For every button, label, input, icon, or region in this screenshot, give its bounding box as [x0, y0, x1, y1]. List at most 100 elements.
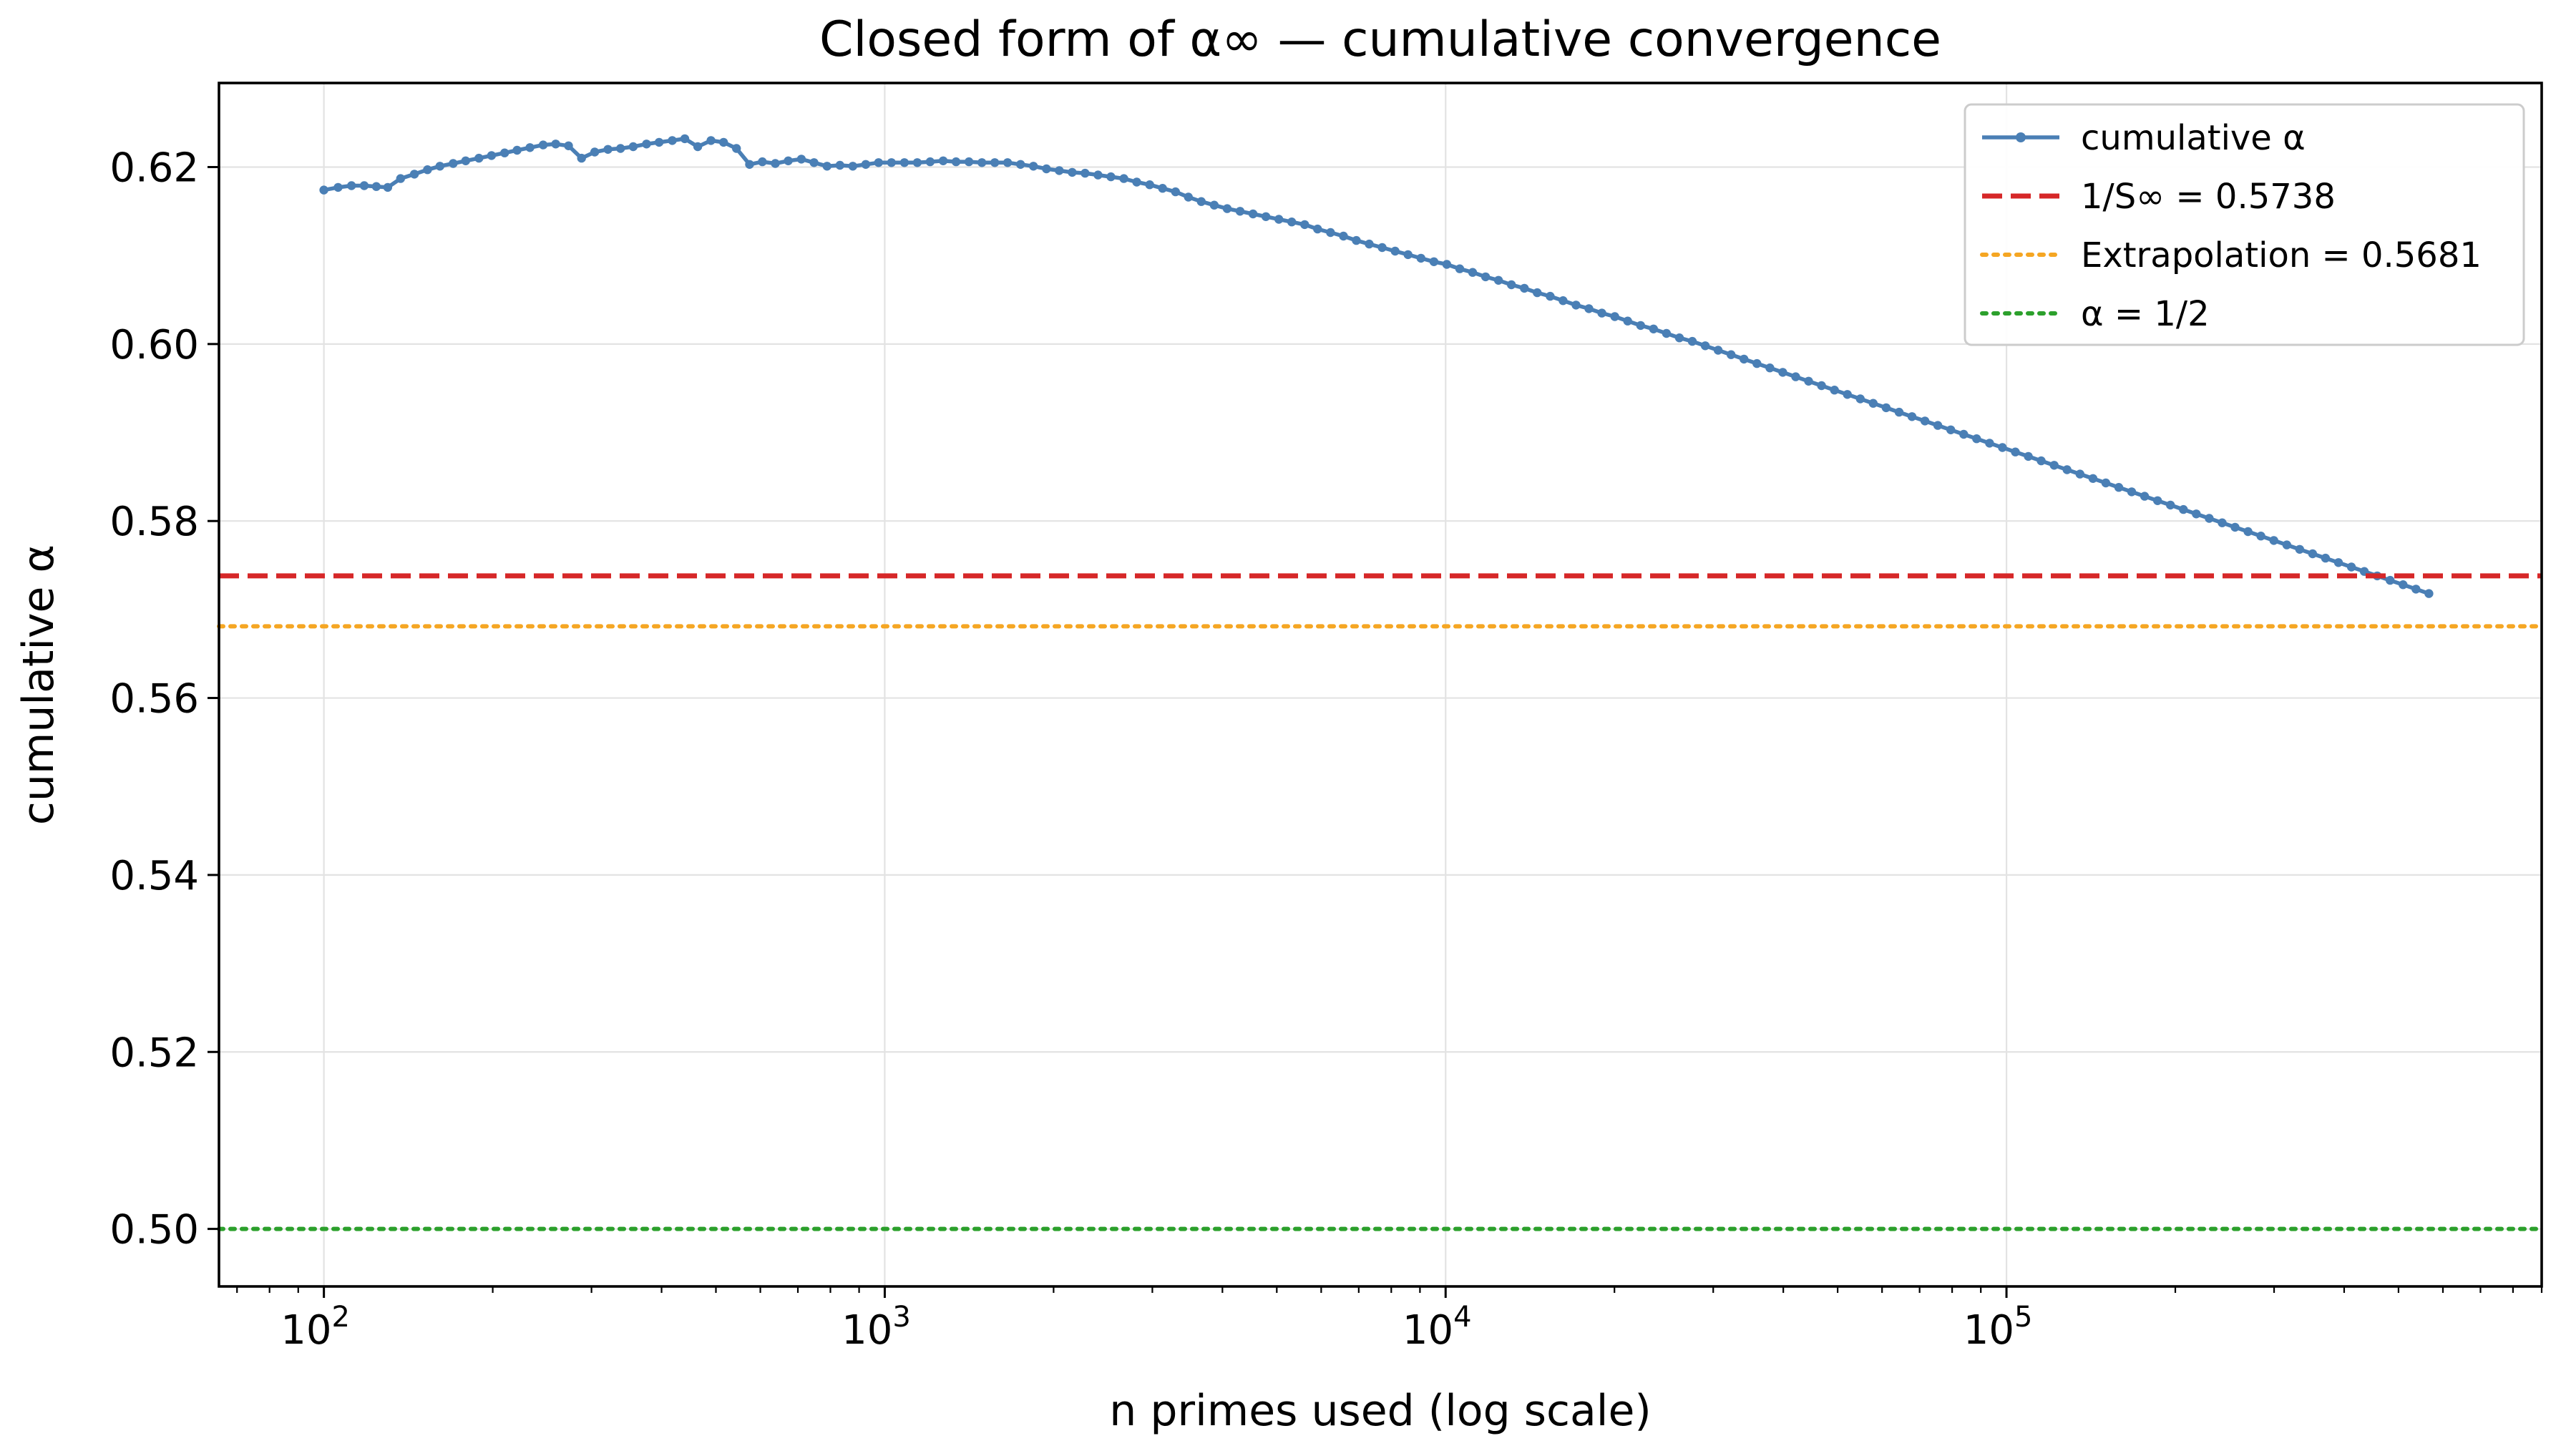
data-point [1287, 218, 1297, 227]
data-point [1623, 316, 1632, 326]
data-point [1920, 416, 1930, 426]
data-point [951, 157, 961, 167]
data-point [577, 153, 586, 163]
data-point [2024, 451, 2033, 461]
data-point [1184, 192, 1194, 202]
y-tick-label: 0.62 [109, 145, 199, 191]
data-point [1520, 283, 1529, 293]
data-point [2230, 522, 2240, 532]
x-tick-base: 10 [281, 1307, 331, 1354]
data-point [2140, 492, 2150, 501]
data-point [1740, 354, 1749, 364]
data-point [1700, 341, 1710, 351]
data-point [1235, 207, 1245, 216]
data-point [1972, 434, 1981, 444]
data-point [551, 140, 560, 149]
data-point [2424, 589, 2434, 598]
data-point [1132, 177, 1141, 187]
data-point [1222, 204, 1232, 213]
data-point [500, 148, 509, 157]
data-point [383, 182, 393, 192]
data-point [1352, 235, 1361, 245]
y-tick-label: 0.52 [109, 1030, 199, 1076]
data-point [2205, 514, 2214, 523]
data-point [2101, 478, 2111, 488]
data-point [2282, 540, 2291, 549]
legend: cumulative α 1/S∞ = 0.5738 Extrapolation =… [1964, 103, 2525, 346]
data-point [2049, 461, 2059, 470]
data-point [1998, 443, 2007, 452]
data-point [2386, 575, 2395, 585]
data-point [628, 142, 638, 152]
data-point [1778, 368, 1787, 377]
data-point [887, 158, 897, 167]
data-point [1584, 304, 1594, 313]
x-axis-label: n primes used (log scale) [1109, 1386, 1652, 1436]
data-point [2269, 536, 2278, 545]
data-point [409, 170, 419, 179]
data-point [938, 156, 948, 165]
data-point [1713, 346, 1723, 355]
data-point [977, 158, 987, 167]
data-point [1326, 228, 1335, 238]
data-point [1649, 324, 1658, 333]
y-axis-label: cumulative α [14, 544, 64, 825]
data-point [2114, 483, 2124, 492]
data-point [512, 145, 522, 155]
data-point [1855, 394, 1865, 404]
data-point [771, 159, 780, 168]
data-point [1752, 358, 1762, 368]
x-tick-exponent: 4 [1453, 1301, 1471, 1334]
legend-frame [1964, 103, 2525, 346]
x-tick-label: 105 [1964, 1301, 2033, 1354]
data-point [1687, 336, 1697, 346]
legend-swatch-marker [2016, 132, 2026, 142]
data-point [1868, 399, 1878, 408]
data-point [2218, 518, 2227, 527]
legend-items: cumulative α 1/S∞ = 0.5738 Extrapolation =… [1980, 118, 2482, 334]
data-point [1946, 425, 1956, 434]
data-point [1765, 363, 1775, 373]
data-point [1158, 184, 1167, 193]
data-point [1571, 301, 1581, 310]
data-point [1416, 253, 1426, 263]
data-point [525, 143, 535, 152]
data-point [2411, 585, 2421, 594]
data-point [1636, 321, 1645, 331]
data-point [912, 158, 922, 167]
data-point [1042, 164, 1051, 174]
data-point [2166, 500, 2175, 510]
data-point [396, 174, 405, 183]
data-point [1106, 172, 1116, 182]
data-point [1597, 308, 1606, 318]
data-point [1029, 162, 1038, 171]
data-point [925, 157, 935, 167]
data-point [1003, 158, 1013, 167]
data-point [719, 137, 728, 147]
data-point [654, 137, 664, 147]
data-point [423, 165, 432, 175]
data-point [758, 157, 767, 167]
data-point [1300, 220, 1309, 230]
data-point [642, 140, 651, 149]
legend-label: Extrapolation = 0.5681 [2081, 235, 2482, 275]
data-point [449, 159, 458, 168]
x-tick-label: 103 [842, 1301, 911, 1354]
data-point [848, 162, 858, 171]
y-tick-label: 0.60 [109, 322, 199, 368]
data-point [1959, 429, 1969, 439]
data-point [2088, 474, 2098, 483]
data-point [1881, 403, 1891, 413]
data-point [1209, 200, 1219, 210]
data-point [1016, 160, 1025, 169]
legend-label: α = 1/2 [2081, 294, 2210, 334]
data-point [1403, 250, 1413, 260]
data-point [1662, 328, 1672, 338]
data-point [1093, 170, 1103, 180]
data-point [1546, 291, 1555, 301]
data-point [784, 156, 793, 165]
data-point [1377, 243, 1387, 253]
data-point [487, 151, 497, 160]
